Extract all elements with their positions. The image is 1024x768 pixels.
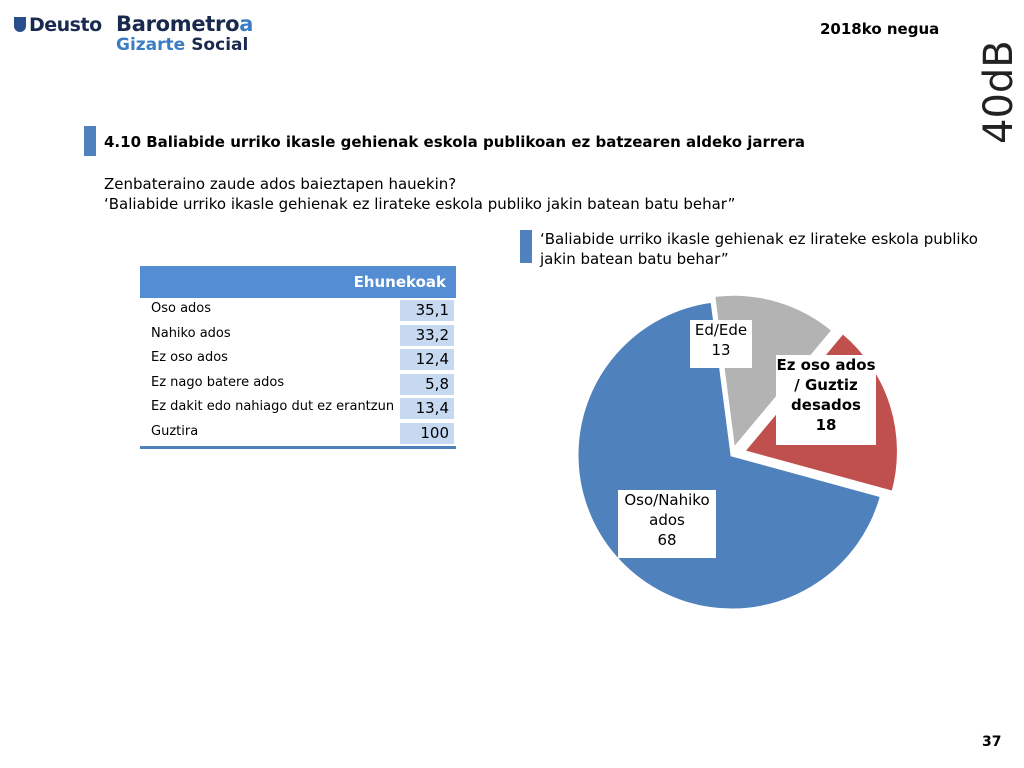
row-label: Ez oso ados bbox=[151, 350, 228, 366]
table-row: Nahiko ados 33,2 bbox=[140, 323, 456, 348]
table-row: Ez nago batere ados 5,8 bbox=[140, 372, 456, 397]
row-label: Ez nago batere ados bbox=[151, 374, 285, 390]
pie-slice-label-line: desados bbox=[791, 396, 861, 414]
barometro-logo: Barometroa bbox=[116, 12, 253, 36]
row-label: Ez dakit edo nahiago dut ez erantzun bbox=[151, 399, 395, 415]
pie-slice-label-line: 18 bbox=[815, 416, 837, 434]
table-row: Ez oso ados 12,4 bbox=[140, 347, 456, 372]
row-value: 12,4 bbox=[400, 349, 454, 371]
row-value: 5,8 bbox=[400, 373, 454, 395]
deusto-logo: Deusto bbox=[14, 14, 102, 36]
40db-logo-text: 40dB. bbox=[976, 40, 1020, 144]
pie-slice-label: Ed/Ede 13 bbox=[690, 320, 752, 368]
pie-slice-label-line: Ed/Ede bbox=[694, 321, 748, 339]
row-value: 100 bbox=[400, 422, 454, 444]
row-label: Nahiko ados bbox=[151, 325, 231, 341]
gizarte-social-logo: Gizarte Social bbox=[116, 35, 248, 55]
page-number: 37 bbox=[982, 734, 1002, 750]
pie-slice-label: Ez oso ados / Guztiz desados 18 bbox=[776, 355, 876, 445]
table-bottom-rule bbox=[140, 445, 456, 449]
chart-title-line-2: jakin batean batu behar” bbox=[540, 250, 729, 268]
40db-logo: 40dB. bbox=[976, 40, 1020, 144]
chart-title-line-1: ‘Baliabide urriko ikasle gehienak ez lir… bbox=[540, 230, 978, 248]
pie-slice-label-line: Ez oso ados bbox=[776, 356, 876, 374]
table-row: Guztira 100 bbox=[140, 421, 456, 446]
row-label: Oso ados bbox=[151, 301, 212, 316]
pie-slice-label-line: / Guztiz bbox=[794, 376, 858, 394]
barometro-logo-a: a bbox=[239, 12, 254, 36]
chart-title-marker bbox=[520, 230, 532, 263]
gizarte-text: Gizarte bbox=[116, 35, 186, 55]
deusto-shield-icon bbox=[14, 17, 26, 32]
pie-slice-label-line: Oso/Nahiko bbox=[624, 491, 710, 509]
section-title: 4.10 Baliabide urriko ikasle gehienak es… bbox=[104, 133, 806, 151]
barometro-logo-main: Barometro bbox=[116, 12, 240, 36]
row-value: 33,2 bbox=[400, 324, 454, 346]
row-label: Guztira bbox=[151, 423, 199, 439]
pie-slice-label-line: ados bbox=[649, 511, 685, 529]
question-line-1: Zenbateraino zaude ados baieztapen hauek… bbox=[104, 175, 457, 193]
pie-slice-label: Oso/Nahiko ados 68 bbox=[618, 490, 716, 558]
row-value: 35,1 bbox=[400, 300, 454, 321]
deusto-logo-text: Deusto bbox=[29, 14, 102, 36]
table-row: Oso ados 35,1 bbox=[140, 298, 456, 323]
question-line-2: ‘Baliabide urriko ikasle gehienak ez lir… bbox=[104, 195, 736, 213]
season-label: 2018ko negua bbox=[820, 20, 940, 38]
pie-slice-label-line: 13 bbox=[711, 341, 731, 359]
pie-slice-label-line: 68 bbox=[657, 531, 677, 549]
table-row: Ez dakit edo nahiago dut ez erantzun 13,4 bbox=[140, 396, 456, 421]
row-value: 13,4 bbox=[400, 398, 454, 420]
percentage-table: Ehunekoak Oso ados 35,1 Nahiko ados 33,2 E… bbox=[140, 266, 456, 449]
section-title-marker bbox=[84, 126, 96, 156]
social-text: Social bbox=[191, 35, 249, 55]
table-header: Ehunekoak bbox=[140, 266, 456, 298]
